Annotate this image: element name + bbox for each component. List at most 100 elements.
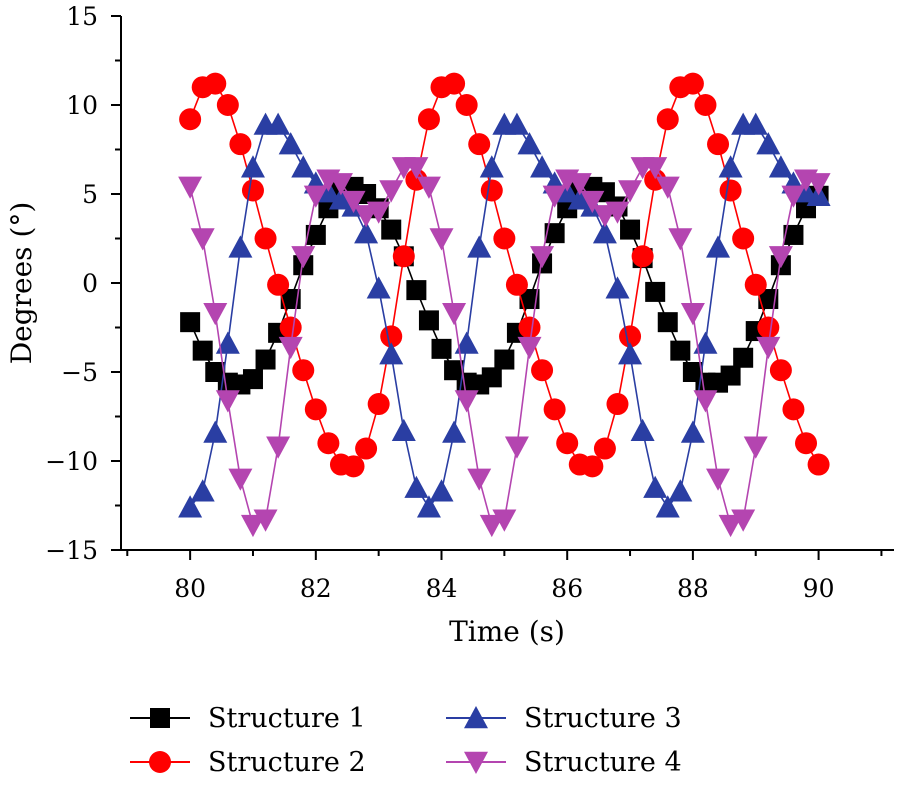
data-point — [216, 94, 239, 116]
data-point — [593, 437, 616, 460]
data-point — [467, 468, 492, 491]
data-point — [518, 316, 541, 339]
data-point — [668, 228, 693, 251]
data-point — [431, 338, 452, 359]
data-point — [266, 436, 291, 459]
data-point — [278, 132, 303, 155]
data-point — [379, 342, 404, 365]
data-point — [492, 509, 517, 532]
data-point — [743, 112, 768, 135]
data-point — [467, 235, 492, 258]
data-point — [655, 495, 680, 518]
data-point — [731, 509, 756, 532]
data-point — [204, 72, 227, 95]
y-axis-title: Degrees (°) — [5, 202, 38, 365]
data-point — [241, 179, 264, 202]
data-point — [757, 316, 780, 339]
data-point — [706, 235, 731, 258]
data-point — [442, 420, 467, 443]
data-point — [305, 224, 326, 245]
data-point — [391, 418, 416, 441]
data-point — [328, 173, 353, 196]
data-point — [454, 331, 479, 354]
data-point — [758, 289, 779, 310]
legend-item-1: Structure 1 — [130, 703, 366, 734]
x-tick-label: 80 — [174, 574, 206, 603]
data-point — [416, 176, 441, 199]
legend-marker — [464, 751, 488, 774]
data-point — [429, 479, 454, 502]
data-point — [504, 436, 529, 459]
data-point — [795, 432, 818, 455]
x-tick-label: 86 — [551, 574, 583, 603]
data-point — [203, 303, 228, 326]
data-point — [543, 398, 566, 421]
data-point — [292, 359, 315, 382]
data-point — [242, 369, 263, 390]
legend-label: Structure 1 — [208, 703, 366, 734]
x-tick-label: 84 — [426, 574, 458, 603]
data-point — [291, 155, 316, 178]
data-point — [240, 514, 265, 538]
data-point — [631, 245, 654, 268]
data-point — [190, 228, 215, 251]
y-ticks: 15 10 5 0 −5 −10 −15 — [45, 2, 121, 565]
data-point — [680, 303, 705, 326]
x-tick-label: 90 — [803, 574, 835, 603]
data-point — [342, 455, 365, 478]
data-point — [504, 112, 529, 135]
data-point — [254, 227, 277, 250]
data-point — [806, 173, 831, 196]
data-point — [328, 187, 353, 210]
data-point — [203, 420, 228, 443]
data-point — [481, 367, 502, 388]
y-tick-label: −15 — [45, 536, 98, 565]
data-point — [267, 273, 290, 296]
legend-item-2: Structure 2 — [130, 747, 366, 778]
data-point — [618, 342, 643, 365]
data-point — [517, 336, 542, 360]
data-point — [379, 180, 404, 203]
data-point — [355, 437, 378, 460]
data-point — [291, 246, 316, 269]
data-point — [317, 432, 340, 455]
data-point — [404, 157, 429, 180]
data-point — [479, 514, 504, 538]
data-point — [404, 475, 429, 498]
data-point — [266, 112, 291, 135]
data-point — [655, 176, 680, 199]
data-point — [180, 312, 201, 333]
data-point — [341, 190, 366, 214]
data-point — [783, 224, 804, 245]
data-point — [769, 359, 792, 382]
data-point — [418, 310, 439, 331]
data-point — [768, 155, 793, 178]
data-point — [605, 276, 630, 299]
data-point — [657, 312, 678, 333]
data-point — [519, 289, 540, 310]
data-point — [743, 436, 768, 459]
y-tick-label: −5 — [61, 358, 98, 387]
data-point — [479, 155, 504, 178]
x-tick-label: 82 — [300, 574, 332, 603]
data-point — [215, 390, 240, 413]
data-point — [567, 187, 592, 210]
data-point — [494, 349, 515, 370]
data-point — [530, 246, 555, 269]
data-point — [178, 495, 203, 518]
data-point — [781, 185, 806, 208]
data-point — [581, 455, 604, 478]
data-point — [468, 133, 491, 156]
data-point — [493, 227, 516, 250]
data-point — [417, 108, 440, 131]
data-point — [531, 359, 554, 382]
data-point — [756, 336, 781, 360]
data-point — [454, 390, 479, 413]
data-point — [190, 479, 215, 502]
data-point — [744, 273, 767, 296]
data-point — [544, 223, 565, 244]
x-axis-title: Time (s) — [449, 615, 565, 648]
data-point — [392, 245, 415, 268]
data-point — [480, 179, 503, 202]
data-point — [304, 398, 327, 421]
